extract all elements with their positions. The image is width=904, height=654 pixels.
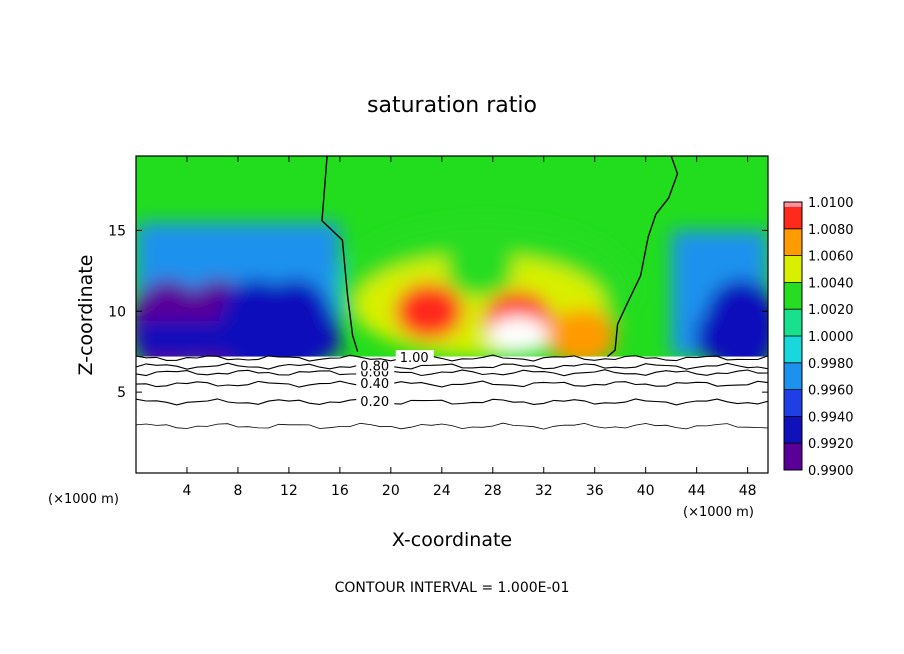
contour-label-bg-0.20: [356, 393, 395, 407]
colorbar-label: 1.0060: [808, 250, 854, 265]
colorbar-label: 1.0000: [808, 330, 854, 345]
x-tick-label: 32: [535, 483, 553, 499]
contour-label-bg-0.40: [356, 376, 395, 390]
colorbar-swatch: [784, 282, 802, 310]
x-tick-label: 12: [280, 483, 298, 499]
warm-blob-3: [446, 241, 515, 298]
contour-line-1.00: [136, 354, 768, 362]
dry-band-left: [136, 320, 340, 357]
x-tick-label: 28: [484, 483, 502, 499]
warm-blob-2: [547, 309, 616, 366]
colorbar-swatch: [784, 202, 802, 229]
warm-blob-0: [395, 283, 464, 340]
colorbar-swatch-top: [784, 202, 802, 207]
colorbar-label: 1.0100: [808, 196, 854, 211]
y-axis: 5 10 15: [108, 223, 768, 401]
colorbar: 0.9900 0.9920 0.9940 0.9960 0.9980 1.0000 1.00…: [783, 196, 854, 479]
plot-area: 0.200.400.600.801.00: [136, 156, 768, 473]
x-tick-label: 16: [331, 483, 349, 499]
saturation-unity-contour-left: [321, 156, 359, 352]
colorbar-label: 0.9940: [808, 410, 854, 425]
chart-title: saturation ratio: [367, 93, 537, 118]
contour-line-lowest: [136, 422, 768, 430]
colorbar-swatch: [784, 416, 802, 444]
colorbar-label: 0.9900: [808, 464, 854, 479]
colorbar-swatch: [784, 336, 802, 363]
contour-line-0.20: [136, 398, 768, 406]
contour-label-bg-0.80: [356, 358, 395, 372]
contour-label-0.80: 0.80: [360, 359, 389, 374]
colorbar-swatch: [784, 362, 802, 390]
x-axis-title: X-coordinate: [392, 529, 512, 551]
colorbar-label: 1.0080: [808, 223, 854, 238]
x-tick-label: 4: [183, 483, 192, 499]
x-tick-label: 8: [233, 483, 242, 499]
saturation-field: [136, 218, 768, 376]
x-tick-label: 36: [586, 483, 604, 499]
colorbar-swatch: [784, 389, 802, 417]
saturation-unity-contour-right: [607, 156, 679, 358]
x-units-right: (×1000 m): [683, 505, 754, 520]
contour-label-0.40: 0.40: [360, 377, 389, 392]
colorbar-label: 0.9960: [808, 384, 854, 399]
contour-line-0.60: [136, 369, 768, 377]
plot-frame: [135, 155, 769, 474]
y-tick-label: 15: [108, 223, 126, 239]
x-axis: 4 8 12 16 20 24 28 32 36 40 44 48: [183, 156, 757, 499]
colorbar-label: 1.0040: [808, 276, 854, 291]
colorbar-swatch: [784, 255, 802, 283]
supersaturated-core: [488, 315, 549, 352]
unsaturated-lower-layer: [136, 356, 768, 473]
x-units-left: (×1000 m): [48, 492, 119, 507]
y-axis-title: Z-coordinate: [75, 255, 97, 376]
contour-label-1.00: 1.00: [400, 351, 429, 366]
contour-label-bg-1.00: [395, 350, 434, 364]
contour-interval-note: CONTOUR INTERVAL = 1.000E-01: [335, 580, 570, 596]
contour-line-0.40: [136, 380, 768, 388]
colorbar-label: 1.0020: [808, 303, 854, 318]
y-tick-label: 5: [117, 385, 126, 401]
colorbar-label: 0.9920: [808, 437, 854, 452]
colorbar-swatch: [784, 309, 802, 336]
colorbar-swatch: [784, 443, 802, 470]
dry-band-right: [696, 320, 768, 357]
x-tick-label: 48: [739, 483, 757, 499]
x-tick-label: 40: [637, 483, 655, 499]
x-tick-label: 44: [688, 483, 706, 499]
contour-line-0.80: [136, 362, 768, 370]
colorbar-swatch: [784, 228, 802, 256]
contour-lines: 0.200.400.600.801.00: [136, 156, 768, 430]
x-tick-label: 20: [382, 483, 400, 499]
colorbar-label: 0.9980: [808, 357, 854, 372]
y-tick-label: 10: [108, 304, 126, 320]
x-tick-label: 24: [433, 483, 451, 499]
contour-label-0.20: 0.20: [360, 395, 389, 410]
